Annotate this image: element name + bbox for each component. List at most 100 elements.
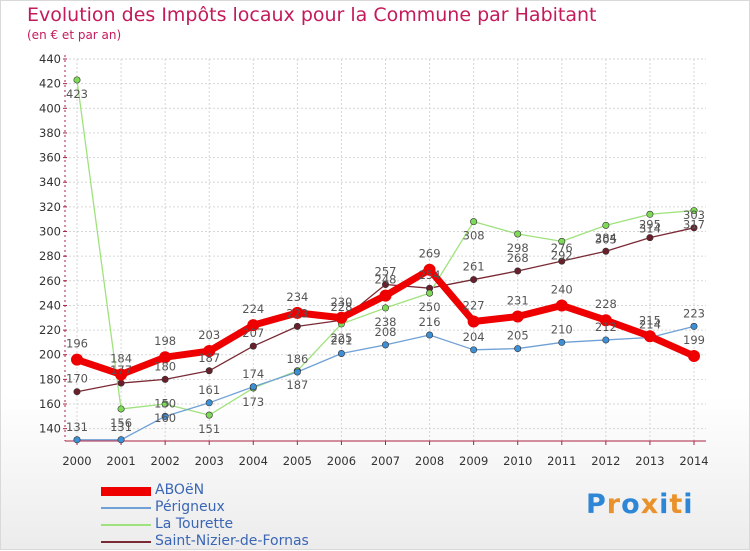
y-tick-label: 360 (39, 151, 61, 165)
data-label: 295 (639, 218, 661, 232)
x-tick-label: 2011 (547, 454, 576, 468)
data-label: 198 (154, 334, 176, 348)
data-label: 292 (551, 248, 573, 262)
legend-label: Périgneux (155, 499, 225, 515)
logo-letter: P (586, 489, 607, 520)
data-label: 215 (639, 313, 661, 327)
x-tick-label: 2007 (371, 454, 400, 468)
data-label: 177 (110, 363, 132, 377)
data-point (690, 224, 698, 232)
data-point (381, 281, 389, 289)
data-point (646, 234, 654, 242)
data-label: 207 (242, 326, 264, 340)
data-label: 305 (595, 232, 617, 246)
data-label: 203 (198, 328, 220, 342)
data-label: 204 (463, 330, 485, 344)
data-point (249, 383, 257, 391)
series-points (71, 76, 700, 444)
data-label: 228 (330, 300, 352, 314)
data-point (558, 237, 566, 245)
y-tick-label: 140 (39, 422, 61, 436)
x-tick-label: 2004 (239, 454, 268, 468)
logo-letter: t (669, 489, 684, 520)
data-label: 150 (154, 396, 176, 410)
data-point (117, 436, 125, 444)
y-tick-label: 400 (39, 101, 61, 115)
axes (63, 55, 706, 445)
data-point (426, 331, 434, 339)
data-point (115, 368, 128, 381)
data-label: 230 (330, 295, 352, 309)
y-tick-label: 220 (39, 323, 61, 337)
data-point (249, 342, 257, 350)
data-point (423, 263, 436, 276)
data-label: 269 (419, 247, 441, 261)
data-point (379, 289, 392, 302)
data-labels: 196 184 198 203 224 234 230 248 269 227 231 240 228 2… (66, 87, 705, 436)
y-tick-label: 200 (39, 348, 61, 362)
data-point (470, 276, 478, 284)
data-label: 317 (683, 218, 705, 232)
data-point (470, 346, 478, 354)
logo-letter: i (683, 489, 694, 520)
data-point (514, 230, 522, 238)
y-tick-label: 380 (39, 126, 61, 140)
data-point (293, 322, 301, 330)
data-point (117, 405, 125, 413)
data-point (381, 304, 389, 312)
data-point (690, 322, 698, 330)
y-tick-label: 300 (39, 225, 61, 239)
data-label: 298 (507, 241, 529, 255)
data-point (643, 330, 656, 343)
data-label: 303 (683, 208, 705, 222)
data-label: 261 (463, 260, 485, 274)
x-tick-label: 2001 (106, 454, 135, 468)
logo-letter: r (606, 489, 622, 520)
logo-letter: i (659, 489, 670, 520)
data-label: 208 (375, 325, 397, 339)
data-label: 228 (595, 297, 617, 311)
y-tick-label: 320 (39, 200, 61, 214)
data-label: 308 (463, 229, 485, 243)
data-label: 276 (551, 241, 573, 255)
data-label: 223 (286, 306, 308, 320)
data-point (467, 315, 480, 328)
data-label: 173 (242, 395, 264, 409)
data-label: 224 (242, 302, 264, 316)
data-label: 187 (286, 378, 308, 392)
data-label: 214 (639, 317, 661, 331)
data-label: 248 (375, 273, 397, 287)
data-point (426, 289, 434, 297)
data-label: 199 (683, 333, 705, 347)
data-point (73, 388, 81, 396)
data-label: 250 (419, 300, 441, 314)
legend-label: Saint-Nizier-de-Fornas (155, 533, 309, 549)
data-label: 131 (66, 420, 88, 434)
data-label: 268 (507, 251, 529, 265)
data-point (203, 345, 216, 358)
data-point (247, 319, 260, 332)
x-tick-label: 2003 (195, 454, 224, 468)
data-point (599, 314, 612, 327)
data-point (470, 218, 478, 226)
data-label: 231 (507, 294, 529, 308)
y-tick-label: 260 (39, 274, 61, 288)
data-point (293, 368, 301, 376)
legend-label: ABOëN (155, 482, 205, 498)
data-label: 238 (375, 315, 397, 329)
data-point (117, 379, 125, 387)
data-label: 184 (110, 351, 132, 365)
y-tick-label: 240 (39, 298, 61, 312)
data-point (514, 267, 522, 275)
x-tick-label: 2005 (283, 454, 312, 468)
y-tick-label: 160 (39, 397, 61, 411)
logo-letter: o (621, 489, 641, 520)
data-point (690, 207, 698, 215)
data-label: 210 (551, 322, 573, 336)
chart-title: Evolution des Impôts locaux pour la Comm… (27, 4, 597, 26)
data-label: 225 (330, 331, 352, 345)
data-label: 284 (595, 231, 617, 245)
data-label: 180 (154, 359, 176, 373)
data-point (511, 310, 524, 323)
